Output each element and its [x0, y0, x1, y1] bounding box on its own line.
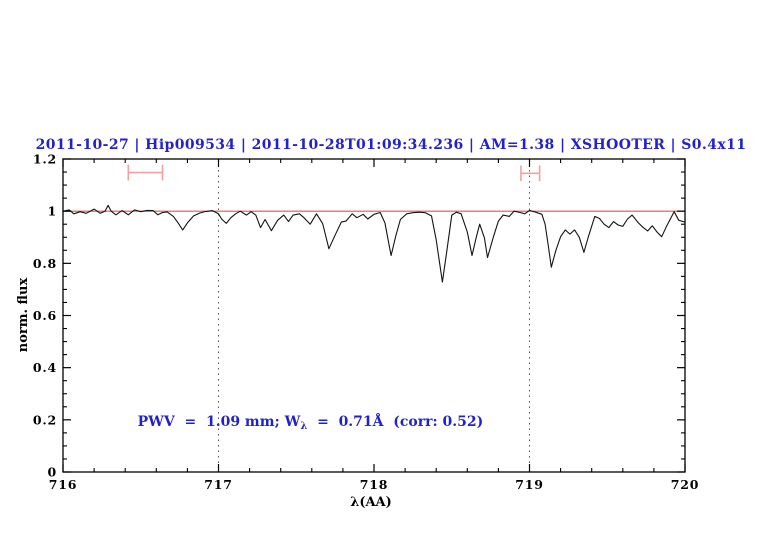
y-tick-label: 1 — [48, 204, 58, 219]
y-tick-label: 0.6 — [33, 308, 57, 323]
pwv-annotation-post: = 0.71Å (corr: 0.52) — [307, 412, 483, 430]
pwv-annotation: PWV = 1.09 mm; Wλ = 0.71Å (corr: 0.52) — [138, 412, 484, 432]
x-tick-label: 717 — [204, 477, 233, 492]
plot-internals: 716 717 718 719 720 0 0.2 0.4 0.6 0.8 1 1.2 — [33, 152, 699, 493]
pwv-annotation-sub: λ — [300, 421, 307, 432]
x-tick-label: 719 — [515, 477, 544, 492]
y-tick-label: 0.2 — [33, 412, 57, 427]
y-tick-label: 1.2 — [33, 152, 57, 167]
spectrum-line — [62, 204, 686, 283]
y-axis-label: norm. flux — [16, 278, 31, 353]
plot-title: 2011-10-27 | Hip009534 | 2011-10-28T01:0… — [36, 137, 747, 153]
x-tick-label: 716 — [49, 477, 78, 492]
pwv-annotation-pre: PWV = 1.09 mm; W — [138, 414, 301, 430]
y-tick-label: 0.8 — [33, 256, 57, 271]
y-tick-label: 0 — [48, 465, 58, 480]
x-axis-label: λ(AA) — [350, 495, 392, 510]
x-tick-label: 720 — [671, 477, 700, 492]
y-tick-label: 0.4 — [33, 360, 57, 375]
x-tick-label: 718 — [360, 477, 389, 492]
